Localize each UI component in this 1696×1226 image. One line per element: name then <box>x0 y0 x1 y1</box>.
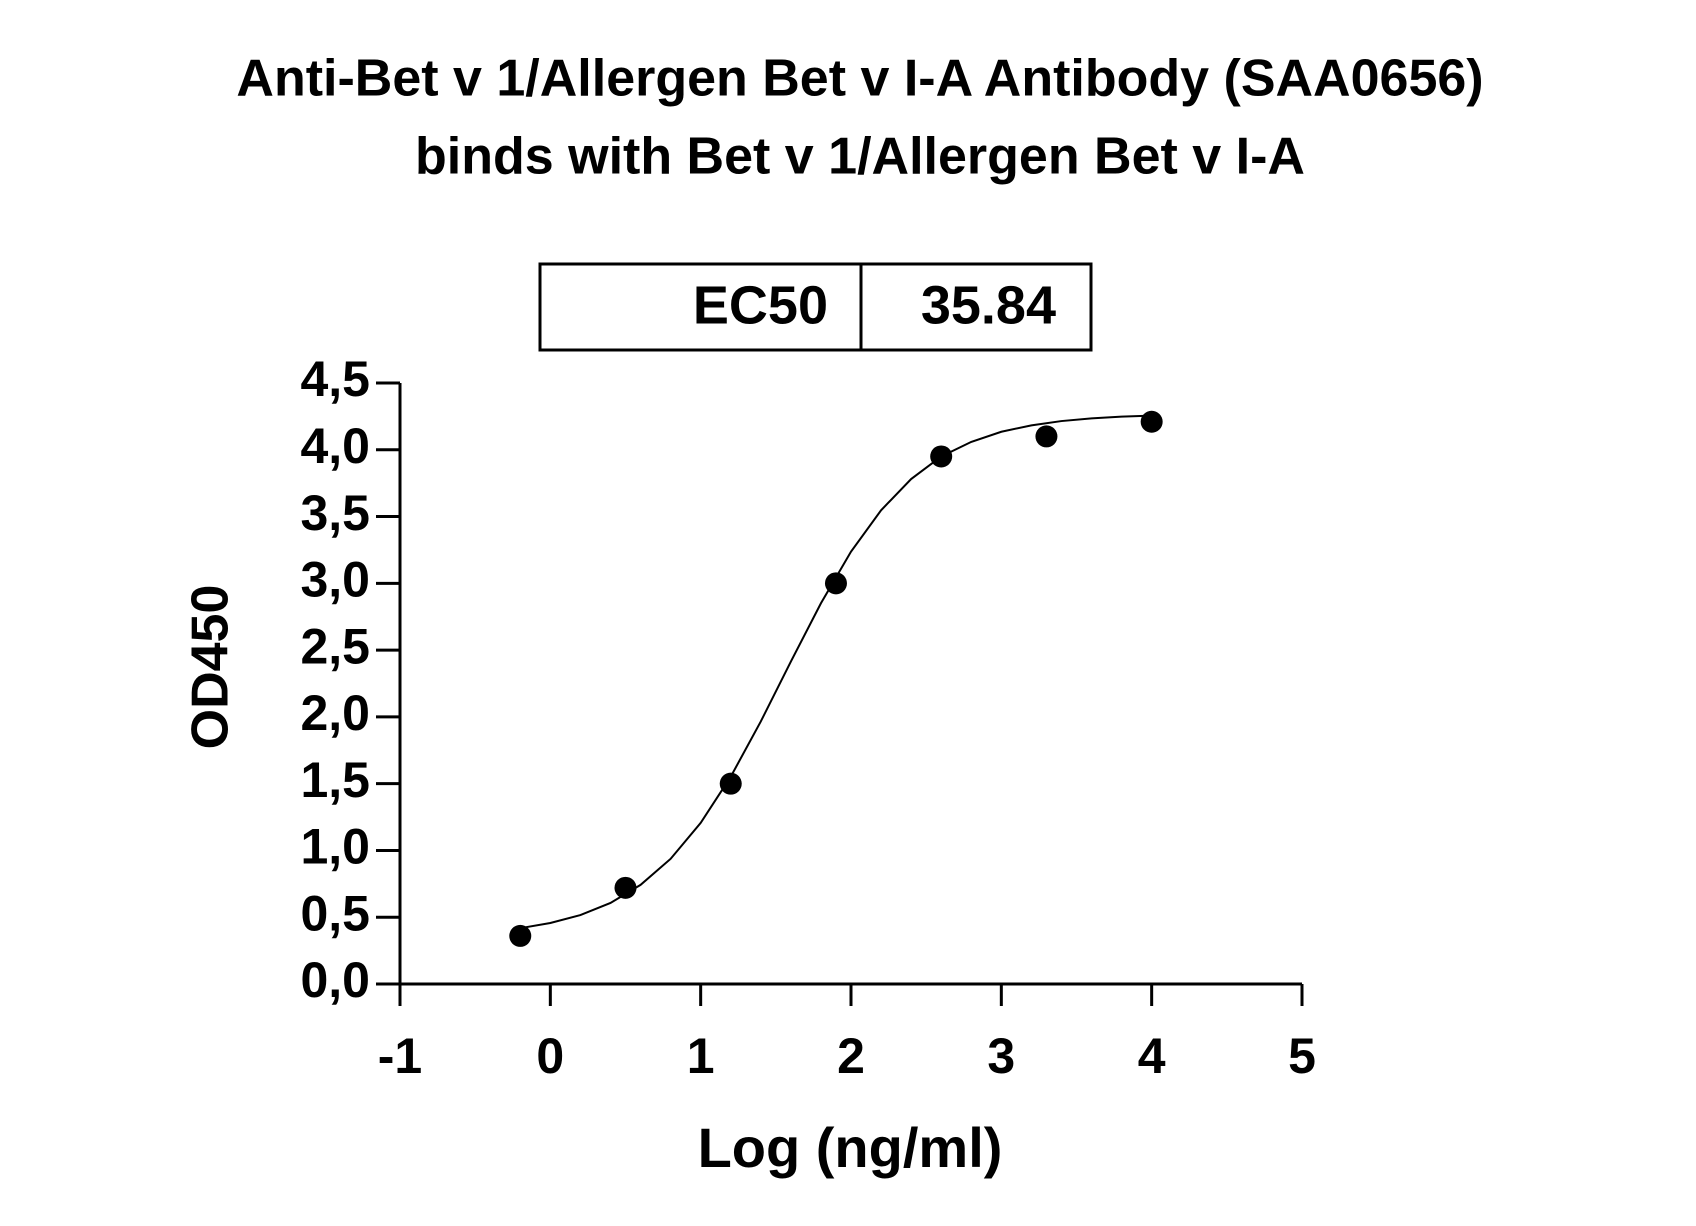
y-axis-label: OD450 <box>182 585 240 750</box>
chart-title: binds with Bet v 1/Allergen Bet v I-A <box>415 128 1305 186</box>
x-tick-label: 2 <box>837 1028 865 1084</box>
y-tick-label: 0,0 <box>300 952 370 1008</box>
y-tick-label: 2,5 <box>300 618 370 674</box>
x-tick-label: 0 <box>536 1028 564 1084</box>
data-point <box>719 772 742 795</box>
data-point <box>930 445 953 468</box>
y-tick-label: 2,0 <box>300 685 370 741</box>
y-tick-label: 3,0 <box>300 552 370 608</box>
ec50-box <box>538 262 1093 352</box>
chart-title: Anti-Bet v 1/Allergen Bet v I-A Antibody… <box>236 50 1483 108</box>
data-point <box>509 924 532 947</box>
data-point <box>1140 410 1163 433</box>
data-point <box>614 876 637 899</box>
y-tick-label: 1,0 <box>300 819 370 875</box>
ec50-label: EC50 <box>693 275 828 335</box>
y-tick-label: 3,5 <box>300 485 370 541</box>
x-tick-label: 5 <box>1288 1028 1316 1084</box>
y-tick-label: 0,5 <box>300 885 370 941</box>
y-tick-label: 1,5 <box>300 752 370 808</box>
x-tick-label: 3 <box>987 1028 1015 1084</box>
data-point <box>824 572 847 595</box>
x-axis-label: Log (ng/ml) <box>698 1116 1003 1179</box>
fit-curve <box>520 414 1152 930</box>
ec50-value: 35.84 <box>921 275 1056 335</box>
data-point <box>1035 425 1058 448</box>
x-tick-label: -1 <box>378 1028 422 1084</box>
y-tick-label: 4,0 <box>300 418 370 474</box>
x-tick-label: 4 <box>1138 1028 1166 1084</box>
x-tick-label: 1 <box>687 1028 715 1084</box>
y-tick-label: 4,5 <box>300 351 370 407</box>
